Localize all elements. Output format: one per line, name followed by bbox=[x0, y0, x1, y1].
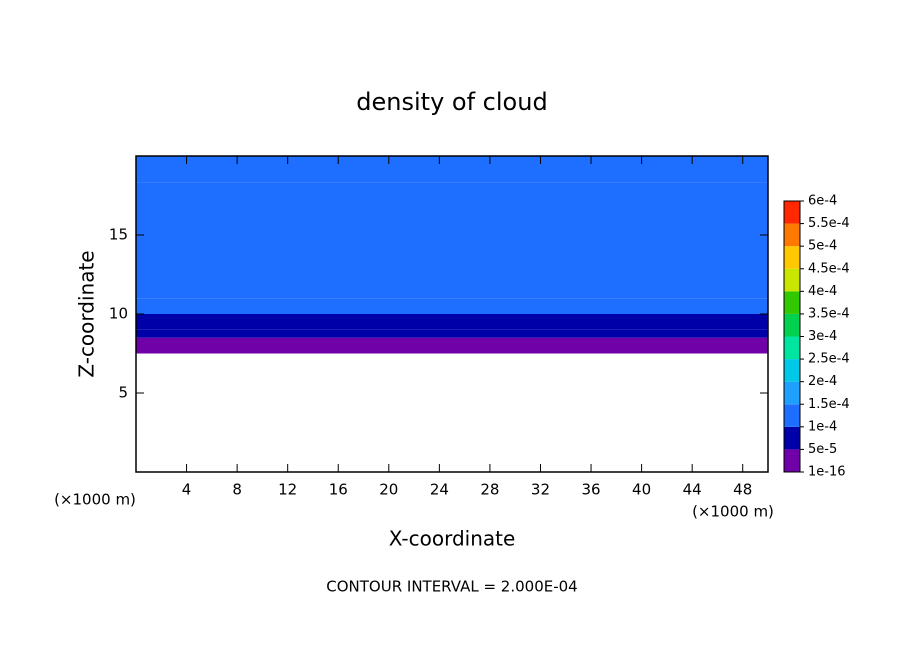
colorbar-swatch bbox=[784, 201, 800, 224]
y-axis-label: Z-coordinate bbox=[75, 250, 99, 377]
y-tick-label: 10 bbox=[109, 305, 128, 323]
colorbar-label: 3.5e-4 bbox=[808, 306, 850, 321]
contour-band bbox=[136, 274, 768, 299]
x-tick-label: 16 bbox=[329, 481, 348, 499]
colorbar-swatch bbox=[784, 336, 800, 360]
colorbar-label: 4.5e-4 bbox=[808, 261, 850, 276]
x-tick-label: 8 bbox=[232, 481, 242, 499]
contour-band bbox=[136, 182, 768, 275]
contour-band bbox=[136, 337, 768, 354]
x-unit-label: (×1000 m) bbox=[692, 503, 774, 521]
x-tick-label: 48 bbox=[733, 481, 752, 499]
colorbar-swatch bbox=[784, 426, 800, 450]
contour-interval-note: CONTOUR INTERVAL = 2.000E-04 bbox=[326, 578, 577, 596]
colorbar-label: 1e-16 bbox=[808, 465, 846, 480]
x-axis-label: X-coordinate bbox=[389, 527, 516, 551]
y-tick-label: 5 bbox=[118, 384, 128, 402]
colorbar-swatch bbox=[784, 313, 800, 337]
chart-title: density of cloud bbox=[356, 88, 547, 116]
x-tick-label: 12 bbox=[278, 481, 297, 499]
colorbar-label: 2.5e-4 bbox=[808, 352, 850, 367]
y-tick-label: 15 bbox=[109, 226, 128, 244]
x-tick-label: 28 bbox=[480, 481, 499, 499]
x-tick-label: 40 bbox=[632, 481, 651, 499]
colorbar-swatch bbox=[784, 223, 800, 247]
colorbar-swatch bbox=[784, 404, 800, 427]
y-unit-label: (×1000 m) bbox=[54, 491, 136, 509]
colorbar-label: 2e-4 bbox=[808, 374, 837, 389]
colorbar-label: 6e-4 bbox=[808, 194, 837, 209]
x-tick-label: 24 bbox=[430, 481, 449, 499]
contour-band bbox=[136, 314, 768, 330]
colorbar-label: 1e-4 bbox=[808, 419, 837, 434]
x-tick-label: 44 bbox=[683, 481, 702, 499]
x-tick-label: 36 bbox=[581, 481, 600, 499]
colorbar-label: 5e-5 bbox=[808, 442, 837, 457]
colorbar-label: 5e-4 bbox=[808, 239, 837, 254]
x-tick-label: 20 bbox=[379, 481, 398, 499]
colorbar-label: 3e-4 bbox=[808, 329, 837, 344]
contour-field bbox=[136, 156, 768, 354]
axes: 4 8 12 16 20 24 28 32 36 40 44 48510151e-165e-51e-4… bbox=[109, 155, 850, 499]
colorbar-swatch bbox=[784, 359, 800, 382]
colorbar-swatch bbox=[784, 246, 800, 269]
colorbar-swatch bbox=[784, 449, 800, 472]
x-tick-label: 32 bbox=[531, 481, 550, 499]
colorbar-swatch bbox=[784, 268, 800, 292]
colorbar-label: 4e-4 bbox=[808, 284, 837, 299]
colorbar-swatch bbox=[784, 291, 800, 314]
x-tick-label: 4 bbox=[182, 481, 192, 499]
colorbar-label: 1.5e-4 bbox=[808, 397, 850, 412]
contour-band bbox=[136, 156, 768, 183]
colorbar-swatch bbox=[784, 381, 800, 405]
contour-band bbox=[136, 329, 768, 338]
colorbar-label: 5.5e-4 bbox=[808, 216, 850, 231]
contour-band bbox=[136, 298, 768, 314]
